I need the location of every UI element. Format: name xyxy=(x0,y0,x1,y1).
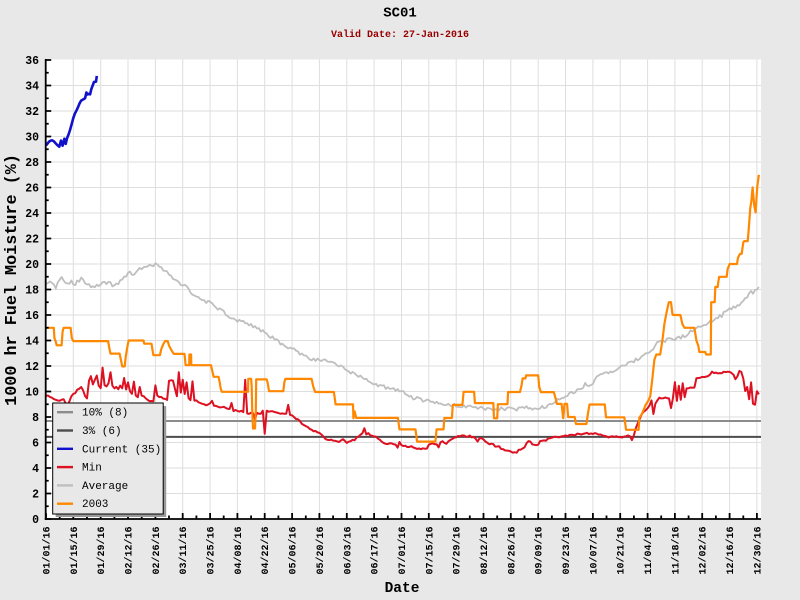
svg-text:3% (6): 3% (6) xyxy=(82,426,122,438)
svg-text:12/02/16: 12/02/16 xyxy=(698,527,710,575)
svg-text:28: 28 xyxy=(25,157,39,170)
svg-text:09/23/16: 09/23/16 xyxy=(561,527,573,575)
svg-text:05/06/16: 05/06/16 xyxy=(288,527,300,575)
svg-text:4: 4 xyxy=(32,463,39,476)
svg-text:1000 hr Fuel Moisture (%): 1000 hr Fuel Moisture (%) xyxy=(3,154,22,406)
svg-text:08/26/16: 08/26/16 xyxy=(506,527,518,575)
svg-text:30: 30 xyxy=(25,132,39,145)
svg-text:06/17/16: 06/17/16 xyxy=(370,527,382,575)
svg-text:36: 36 xyxy=(25,55,39,68)
svg-text:SC01: SC01 xyxy=(383,6,417,22)
svg-text:10/07/16: 10/07/16 xyxy=(588,527,600,575)
svg-text:32: 32 xyxy=(25,106,39,119)
svg-text:12/16/16: 12/16/16 xyxy=(725,527,737,575)
svg-text:6: 6 xyxy=(32,438,39,451)
svg-text:16: 16 xyxy=(25,310,39,323)
svg-text:2: 2 xyxy=(32,489,39,502)
svg-text:01/29/16: 01/29/16 xyxy=(96,527,108,575)
svg-text:11/18/16: 11/18/16 xyxy=(670,527,682,575)
svg-text:14: 14 xyxy=(25,336,39,349)
svg-text:34: 34 xyxy=(25,81,39,94)
svg-text:22: 22 xyxy=(25,234,39,247)
svg-text:01/01/16: 01/01/16 xyxy=(42,527,54,575)
svg-text:08/12/16: 08/12/16 xyxy=(479,527,491,575)
svg-text:Current (35): Current (35) xyxy=(82,444,161,456)
svg-text:12/30/16: 12/30/16 xyxy=(752,527,764,575)
svg-text:07/01/16: 07/01/16 xyxy=(397,527,409,575)
svg-text:02/26/16: 02/26/16 xyxy=(151,527,163,575)
svg-text:01/15/16: 01/15/16 xyxy=(69,527,81,575)
svg-text:02/12/16: 02/12/16 xyxy=(124,527,136,575)
svg-text:0: 0 xyxy=(32,514,39,527)
svg-text:20: 20 xyxy=(25,259,39,272)
svg-text:8: 8 xyxy=(32,412,39,425)
svg-text:2003: 2003 xyxy=(82,499,108,511)
svg-text:04/22/16: 04/22/16 xyxy=(260,527,272,575)
svg-text:12: 12 xyxy=(25,361,39,374)
svg-text:07/15/16: 07/15/16 xyxy=(424,527,436,575)
svg-text:11/04/16: 11/04/16 xyxy=(643,527,655,575)
svg-text:04/08/16: 04/08/16 xyxy=(233,527,245,575)
svg-text:10/21/16: 10/21/16 xyxy=(616,527,628,575)
svg-text:03/11/16: 03/11/16 xyxy=(178,527,190,575)
svg-text:26: 26 xyxy=(25,183,39,196)
svg-text:18: 18 xyxy=(25,285,39,298)
svg-text:Valid Date: 27-Jan-2016: Valid Date: 27-Jan-2016 xyxy=(331,29,469,41)
svg-text:24: 24 xyxy=(25,208,39,221)
svg-text:10: 10 xyxy=(25,387,39,400)
svg-text:09/09/16: 09/09/16 xyxy=(534,527,546,575)
svg-text:07/29/16: 07/29/16 xyxy=(452,527,464,575)
svg-text:Min: Min xyxy=(82,463,102,475)
svg-text:Date: Date xyxy=(385,581,420,597)
svg-text:05/20/16: 05/20/16 xyxy=(315,527,327,575)
svg-text:Average: Average xyxy=(82,481,128,493)
svg-text:03/25/16: 03/25/16 xyxy=(206,527,218,575)
svg-text:06/03/16: 06/03/16 xyxy=(342,527,354,575)
svg-text:10% (8): 10% (8) xyxy=(82,408,128,420)
